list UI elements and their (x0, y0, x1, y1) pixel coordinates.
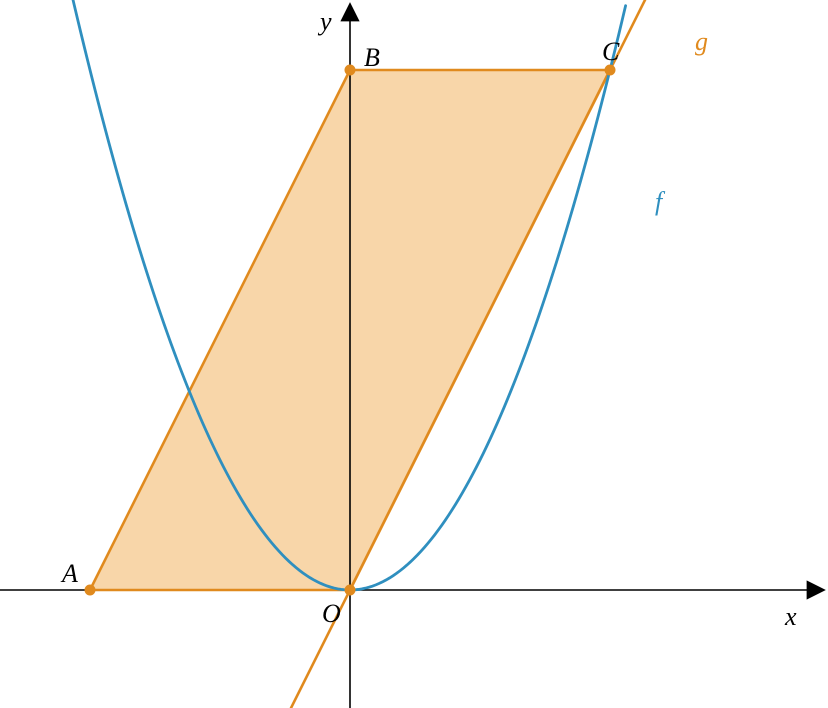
point-Oq (345, 585, 355, 595)
point-A (85, 585, 95, 595)
chart-root: A B Cx y Og f (0, 0, 828, 708)
point-label-C: C (602, 37, 620, 66)
point-B (345, 65, 355, 75)
chart-svg: A B Cx y Og f (0, 0, 828, 708)
line-g-label: g (695, 27, 708, 56)
point-label-A: A (60, 559, 78, 588)
curve-f-label: f (655, 187, 666, 216)
x-axis-label: x (784, 602, 797, 631)
y-axis-label: y (317, 7, 332, 36)
point-label-B: B (364, 43, 380, 72)
point-C (605, 65, 615, 75)
origin-label: O (322, 599, 341, 628)
